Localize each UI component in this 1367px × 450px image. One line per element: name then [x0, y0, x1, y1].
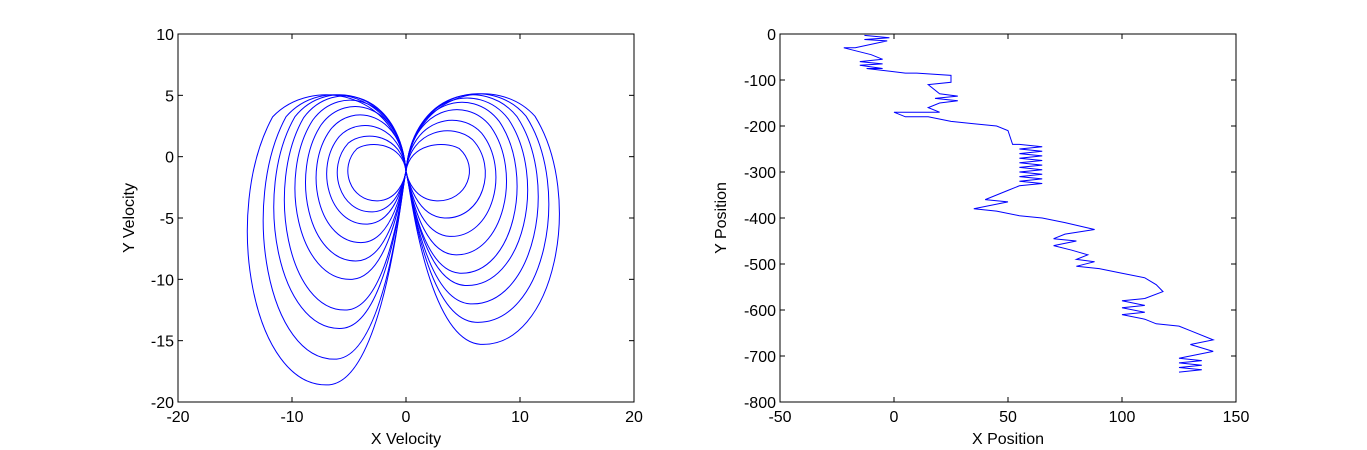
- right-x-tick-label: 0: [890, 409, 899, 426]
- left-y-tick-label: 0: [165, 150, 174, 167]
- right-y-tick-label: -100: [744, 73, 776, 90]
- left-y-ticks: 10 5 0 -5 -10 -15 -20: [151, 27, 634, 412]
- right-y-tick-label: -700: [744, 349, 776, 366]
- left-y-axis-title: Y Velocity: [121, 183, 138, 253]
- velocity-loop: [246, 94, 407, 386]
- right-x-tick-label: 50: [999, 409, 1017, 426]
- left-x-tick-label: -20: [166, 409, 189, 426]
- left-x-axis-title: X Velocity: [371, 431, 441, 448]
- velocity-loop: [405, 101, 518, 274]
- right-y-tick-label: -200: [744, 119, 776, 136]
- right-y-tick-label: -400: [744, 211, 776, 228]
- right-x-tick-label: 100: [1109, 409, 1136, 426]
- velocity-loop: [405, 109, 507, 256]
- right-x-tick-label: 150: [1223, 409, 1250, 426]
- right-y-tick-label: -500: [744, 257, 776, 274]
- left-x-ticks: -20 -10 0 10 20: [166, 34, 643, 426]
- right-y-ticks: 0 -100 -200 -300 -400 -500 -600 -700 -800: [744, 27, 1236, 412]
- left-plot-frame: [177, 33, 635, 403]
- left-plot: -20 -10 0 10 20 10 5 0 -5 -10 -15 -20 X Velocity Y…: [121, 27, 643, 448]
- left-y-tick-label: 10: [156, 27, 174, 44]
- right-y-tick-label: 0: [767, 27, 776, 44]
- right-plot: -50 0 50 100 150 0-100-200-300-400-500-600-7…: [713, 27, 1249, 448]
- velocity-loop: [326, 125, 407, 225]
- velocity-loop: [405, 144, 470, 202]
- velocity-loop: [305, 106, 407, 262]
- velocity-loop: [262, 94, 407, 360]
- velocity-loop: [315, 114, 407, 244]
- velocity-loop: [405, 119, 497, 237]
- velocity-loop: [336, 135, 407, 213]
- left-y-tick-label: 5: [165, 88, 174, 105]
- left-y-tick-label: -10: [151, 272, 174, 289]
- right-y-tick-label: -300: [744, 165, 776, 182]
- left-y-tick-label: -15: [151, 334, 174, 351]
- right-y-tick-label: -800: [744, 395, 776, 412]
- left-plot-data: [246, 93, 560, 386]
- velocity-loop: [405, 130, 486, 219]
- right-y-axis-title: Y Position: [713, 182, 730, 254]
- position-trajectory: [843, 34, 1215, 373]
- left-y-tick-label: -5: [160, 211, 174, 228]
- velocity-loop: [273, 94, 407, 329]
- left-x-tick-label: 10: [511, 409, 529, 426]
- right-x-ticks: -50 0 50 100 150: [768, 34, 1249, 426]
- right-plot-frame: [779, 33, 1237, 403]
- right-y-tick-label: -600: [744, 303, 776, 320]
- left-x-tick-label: 20: [625, 409, 643, 426]
- left-x-tick-label: 0: [402, 409, 411, 426]
- velocity-loop: [405, 93, 550, 323]
- velocity-loop: [405, 93, 560, 345]
- right-x-tick-label: -50: [768, 409, 791, 426]
- left-y-tick-label: -20: [151, 395, 174, 412]
- left-x-tick-label: -10: [280, 409, 303, 426]
- velocity-loop: [347, 144, 407, 202]
- right-plot-data: [843, 34, 1215, 373]
- right-x-axis-title: X Position: [972, 431, 1044, 448]
